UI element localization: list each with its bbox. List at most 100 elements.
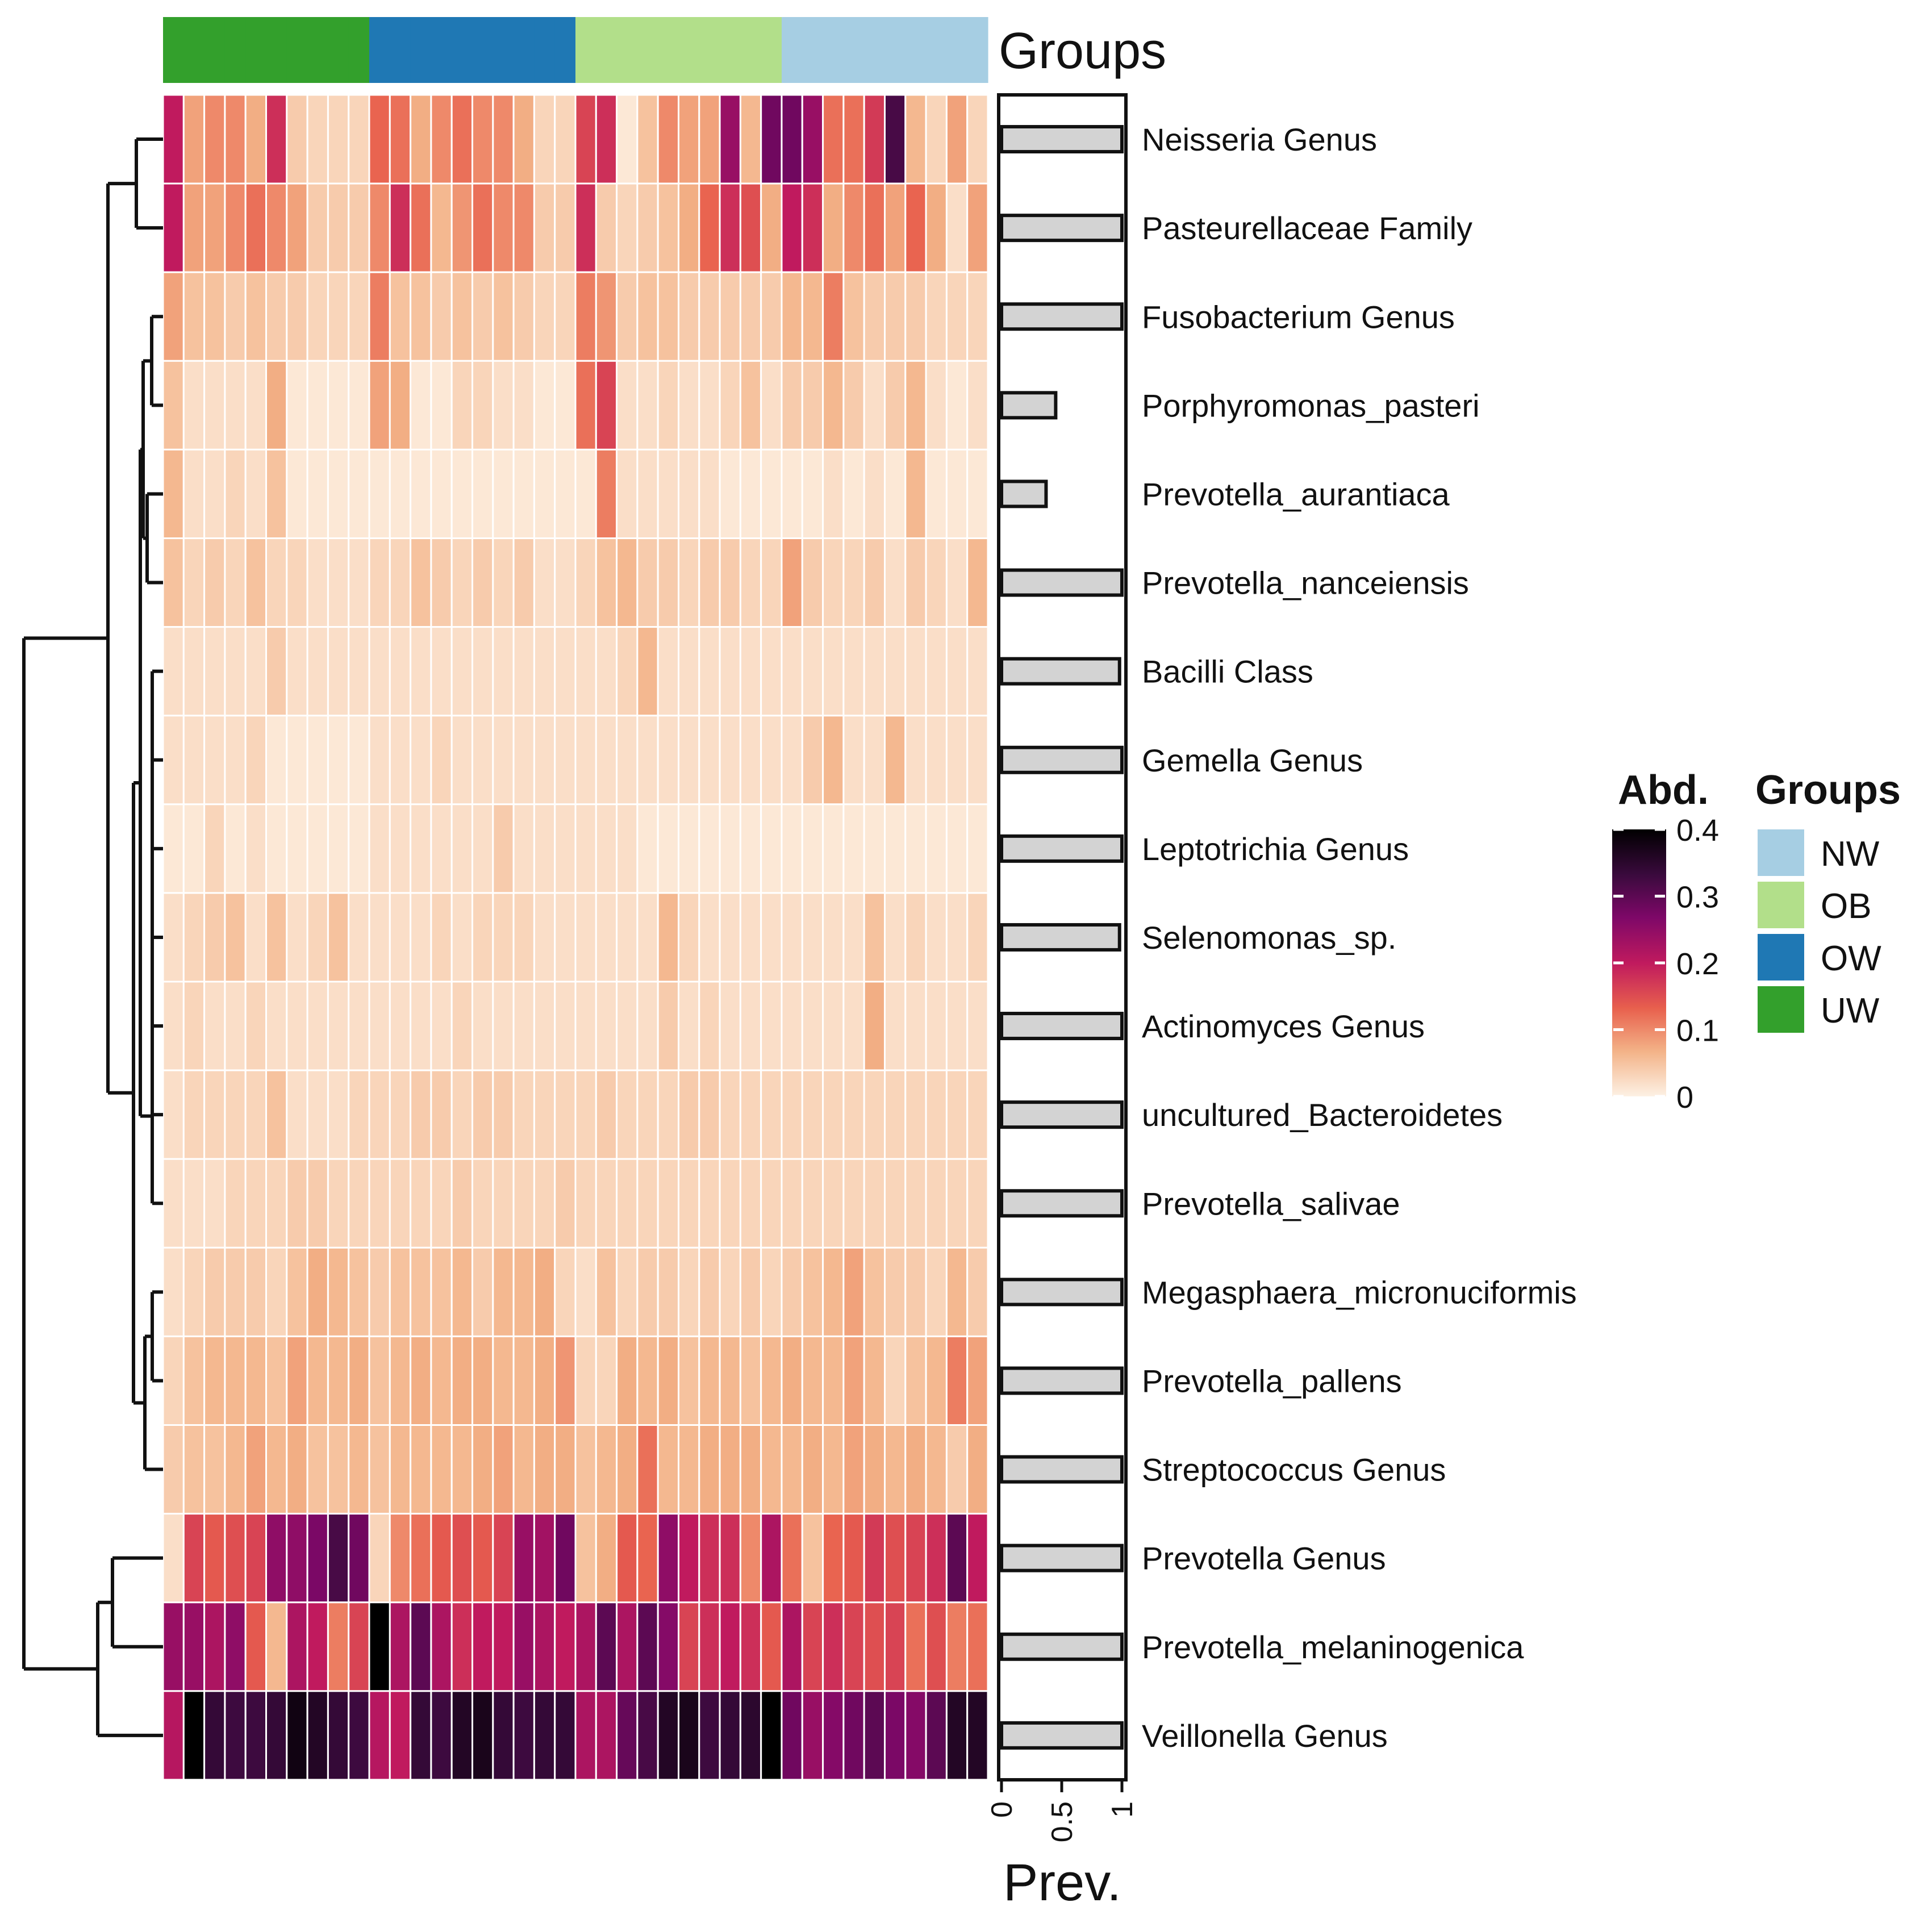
heatmap-cell (286, 271, 308, 362)
heatmap-cell (719, 448, 741, 540)
prevalence-bar (1000, 1012, 1124, 1041)
heatmap-cell (244, 271, 268, 362)
group-annotation-cell (616, 17, 638, 83)
heatmap-cell (265, 1513, 288, 1604)
heatmap-cell (719, 94, 741, 185)
heatmap-cell (595, 360, 618, 450)
heatmap-cell (657, 1601, 679, 1692)
heatmap-cell (244, 1601, 268, 1692)
heatmap-cell (698, 715, 721, 806)
heatmap-cell (368, 448, 391, 540)
heatmap-cell (512, 1158, 535, 1249)
heatmap-cell (450, 360, 474, 450)
heatmap-cell (182, 981, 206, 1071)
heatmap-cell (884, 981, 907, 1071)
heatmap-cell (925, 981, 948, 1071)
heatmap-cell (636, 1690, 659, 1781)
heatmap-cell (224, 360, 247, 450)
heatmap-cell (781, 1335, 803, 1426)
heatmap-cell (698, 537, 721, 628)
heatmap-cell (925, 182, 948, 273)
prevalence-bar (1000, 479, 1048, 508)
heatmap-cell (306, 360, 329, 450)
group-legend-label: UW (1821, 991, 1880, 1030)
heatmap-cell (657, 182, 679, 273)
heatmap-cell (698, 892, 721, 983)
heatmap-cell (595, 271, 618, 362)
heatmap-cell (182, 1513, 206, 1604)
heatmap-cell (801, 1424, 824, 1515)
heatmap-cell (904, 448, 927, 540)
heatmap-cell (450, 1424, 474, 1515)
heatmap-cell (925, 1601, 948, 1692)
heatmap-cell (781, 1069, 803, 1160)
heatmap-cell (842, 182, 865, 273)
group-annotation-cell (823, 17, 844, 83)
heatmap-cell (760, 271, 783, 362)
heatmap-cell (286, 1069, 308, 1160)
heatmap-cell (719, 1246, 741, 1337)
heatmap-cell (781, 1246, 803, 1337)
group-annotation-title: Groups (999, 23, 1166, 80)
heatmap-cell (904, 537, 927, 628)
heatmap-cell (760, 1246, 783, 1337)
heatmap-cell (678, 892, 700, 983)
heatmap-cell (863, 1601, 886, 1692)
heatmap-cell (863, 1335, 886, 1426)
heatmap-cell (533, 448, 556, 540)
heatmap-cell (389, 1158, 412, 1249)
heatmap-cell (801, 715, 824, 806)
heatmap-cell (492, 626, 515, 717)
heatmap-cell (286, 182, 308, 273)
heatmap-cell (410, 360, 432, 450)
heatmap-cell (306, 182, 329, 273)
heatmap-cell (203, 1690, 226, 1781)
prevalence-axis-tick-label: 0 (986, 1801, 1019, 1818)
heatmap-cell (739, 1424, 762, 1515)
prevalence-bar (1000, 214, 1124, 243)
heatmap-cell (884, 1424, 907, 1515)
heatmap-cell (616, 537, 639, 628)
heatmap-cell (306, 94, 329, 185)
heatmap-cell (450, 715, 474, 806)
heatmap-cell (739, 1335, 762, 1426)
heatmap-cell (224, 448, 247, 540)
heatmap-cell (224, 94, 247, 185)
heatmap-cell (554, 626, 577, 717)
heatmap-cell (265, 1424, 288, 1515)
heatmap-cell (410, 1158, 432, 1249)
heatmap-cell (512, 803, 535, 894)
heatmap-cell (533, 803, 556, 894)
heatmap-cell (368, 1424, 391, 1515)
heatmap-cell (842, 537, 865, 628)
heatmap-cell (925, 1246, 948, 1337)
heatmap-cell (512, 271, 535, 362)
heatmap-cell (533, 1335, 556, 1426)
heatmap-cell (554, 448, 577, 540)
heatmap-cell (574, 94, 597, 185)
heatmap-cell (739, 1513, 762, 1604)
heatmap-cell (430, 537, 453, 628)
heatmap-cell (657, 981, 679, 1071)
heatmap-cell (410, 1335, 432, 1426)
heatmap-cell (306, 715, 329, 806)
heatmap-cell (574, 715, 597, 806)
heatmap-cell (657, 448, 679, 540)
heatmap-cell (389, 803, 412, 894)
heatmap-cell (244, 715, 268, 806)
row-label: Leptotrichia Genus (1142, 831, 1409, 867)
group-annotation-cell (843, 17, 865, 83)
heatmap-cell (471, 1424, 494, 1515)
heatmap-cell (616, 1690, 639, 1781)
heatmap-cell (842, 271, 865, 362)
heatmap-cell (306, 1690, 329, 1781)
heatmap-cell (265, 715, 288, 806)
heatmap-cell (203, 1069, 226, 1160)
heatmap-cell (884, 360, 907, 450)
heatmap-cell (574, 1601, 597, 1692)
heatmap-cell (182, 626, 206, 717)
heatmap-cell (863, 1513, 886, 1604)
heatmap-cell (966, 1069, 989, 1160)
heatmap-cell (554, 537, 577, 628)
heatmap-cell (657, 271, 679, 362)
